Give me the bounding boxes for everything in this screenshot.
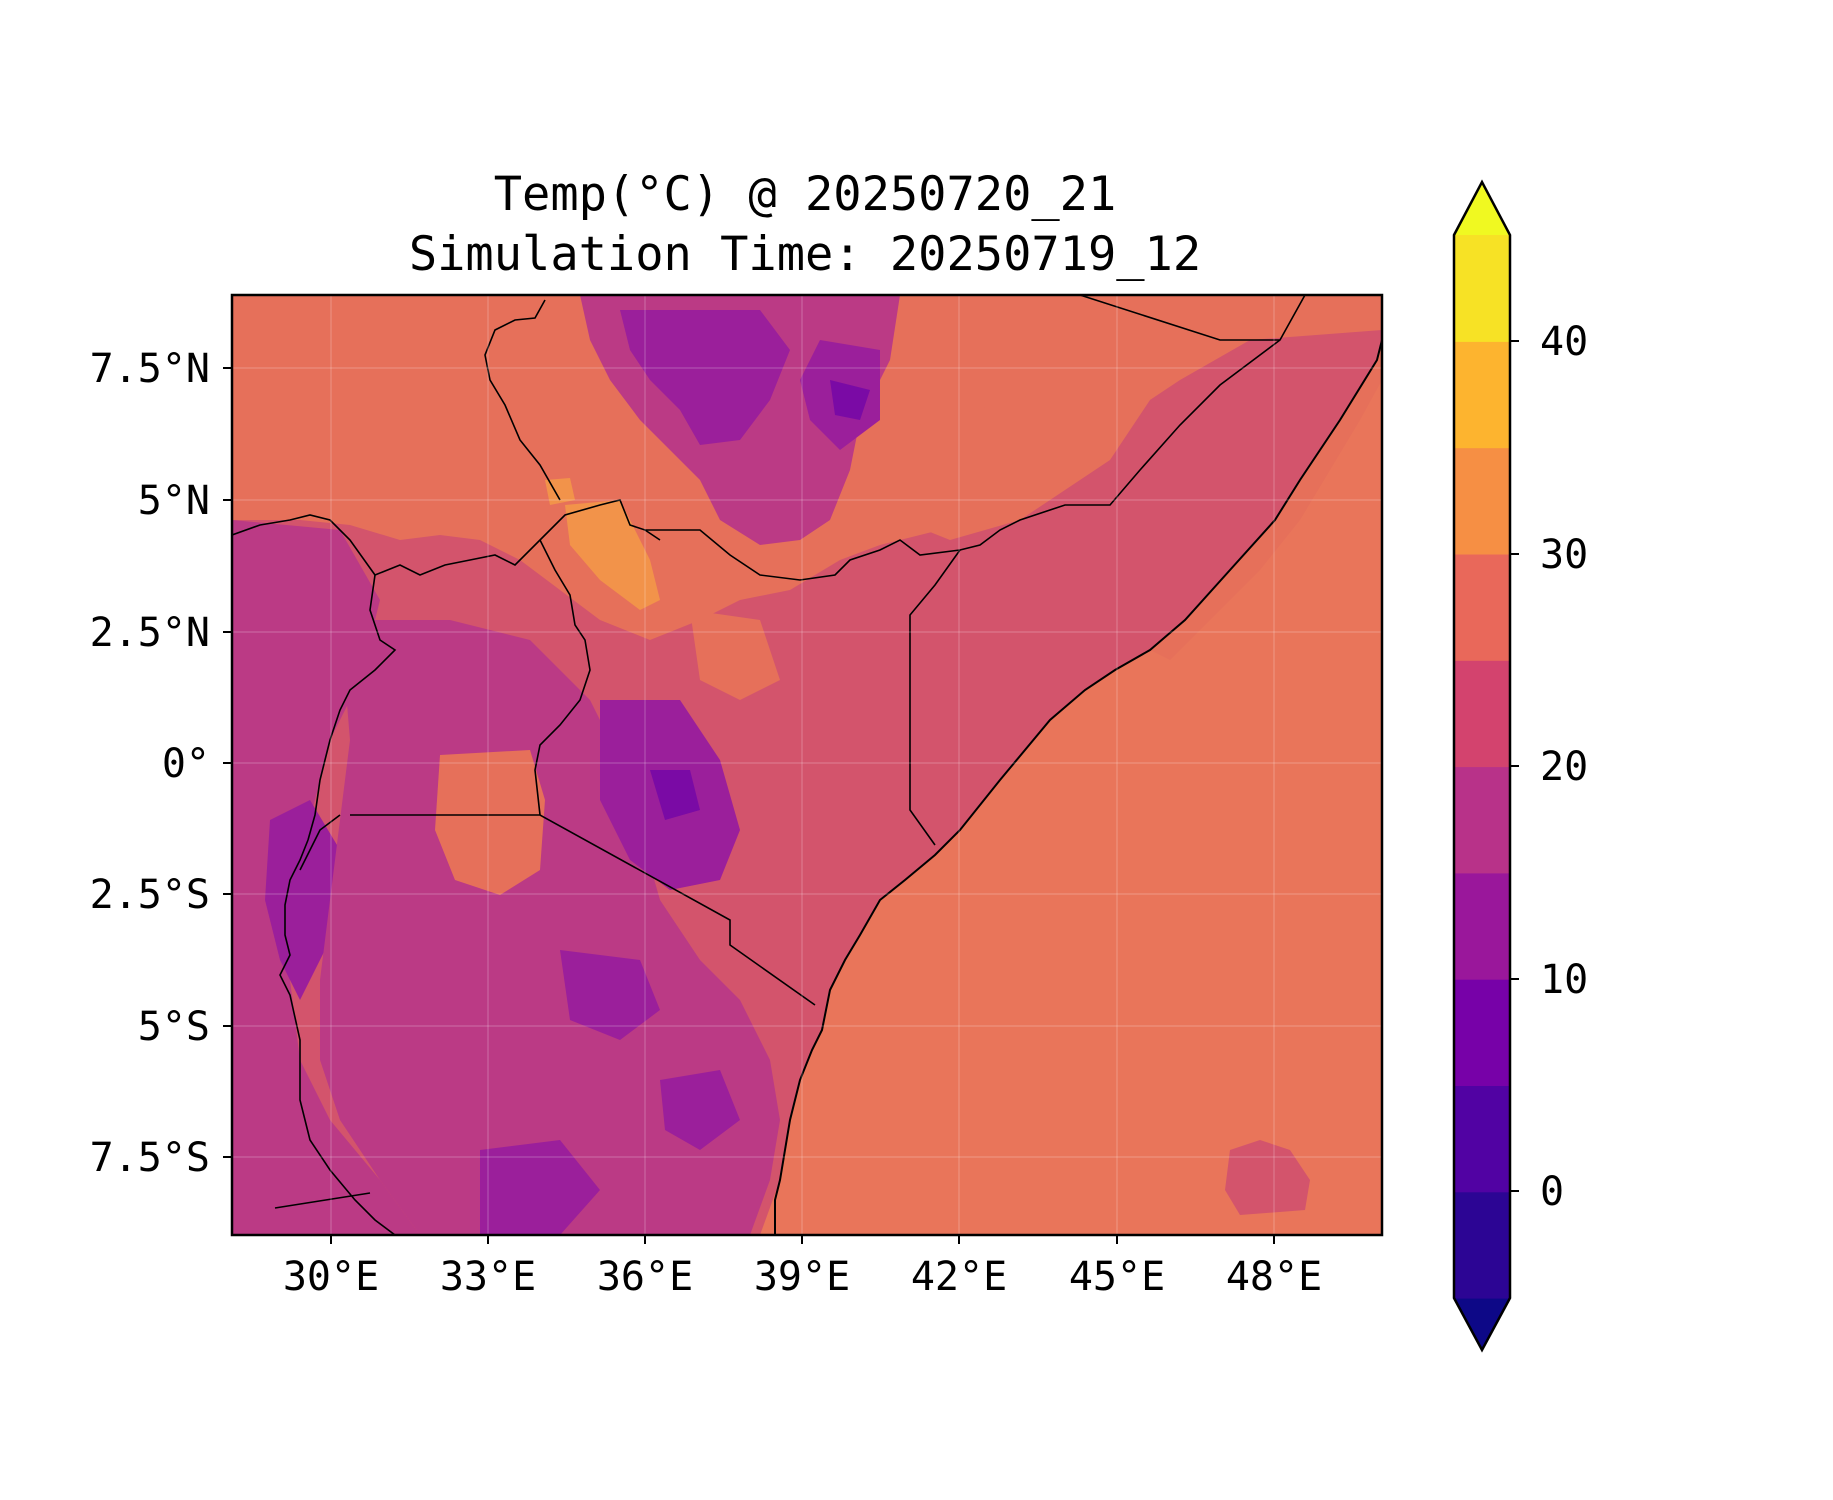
x-tick-label: 42°E [911, 1254, 1007, 1300]
colorbar-extend-low [1454, 1298, 1510, 1350]
land-cold-tz-2 [480, 1140, 600, 1235]
x-tick-label: 45°E [1069, 1254, 1165, 1300]
land-cold-tz-1 [560, 950, 660, 1040]
land-hot-turkana [565, 500, 660, 610]
colorbar-tick-label: 40 [1540, 319, 1588, 365]
title-line-1: Temp(°C) @ 20250720_21 [493, 167, 1117, 222]
x-tick-label: 30°E [283, 1254, 379, 1300]
x-tick-label: 36°E [597, 1254, 693, 1300]
title-line-2: Simulation Time: 20250719_12 [408, 227, 1202, 282]
y-axis: 7.5°N 5°N 2.5°N 0° 2.5°S 5°S 7.5°S [90, 346, 232, 1181]
colorbar-tick-label: 30 [1540, 532, 1588, 578]
land-cool-west [232, 520, 420, 1235]
land-warm-north-kenya [690, 610, 780, 700]
x-tick-label: 48°E [1226, 1254, 1322, 1300]
land-cold-west [265, 800, 340, 1000]
y-tick-label: 7.5°S [90, 1135, 210, 1181]
map-title: Temp(°C) @ 20250720_21 Simulation Time: … [230, 165, 1380, 285]
land-warm-sudan [250, 420, 360, 500]
colorbar-extend-high [1454, 182, 1510, 235]
ocean-cool-patch [1225, 1140, 1310, 1215]
map-frame [230, 293, 1384, 1237]
colorbar-segment [1454, 660, 1510, 768]
colorbar-segment [1454, 1085, 1510, 1193]
coastline [774, 339, 1382, 1235]
colorbar-segment [1454, 553, 1510, 661]
land-cold-tz-3 [660, 1070, 740, 1150]
y-tick-label: 0° [162, 741, 210, 787]
land-warm-ogaden [900, 390, 1150, 540]
colorbar-segment [1454, 872, 1510, 980]
land-coldest-kenya [650, 770, 700, 820]
colorbar-segment [1454, 979, 1510, 1086]
gridlines [232, 295, 1382, 1235]
lake-victoria [435, 750, 545, 895]
y-tick-label: 2.5°S [90, 872, 210, 918]
colorbar-segment [1454, 235, 1510, 342]
x-tick-label: 39°E [754, 1254, 850, 1300]
land-coldest-ethiopia [830, 380, 870, 420]
x-tick-label: 33°E [440, 1254, 536, 1300]
colorbar: 0 10 20 30 40 [1452, 179, 1588, 1353]
map-field [232, 295, 1382, 1235]
colorbar-segment [1454, 766, 1510, 874]
y-tick-label: 5°N [138, 478, 210, 524]
colorbar-tick-label: 20 [1540, 744, 1588, 790]
colorbar-segment [1454, 447, 1510, 555]
colorbar-tick-label: 10 [1540, 957, 1588, 1003]
y-tick-label: 5°S [138, 1004, 210, 1050]
colorbar-segments [1454, 182, 1510, 1350]
country-borders [232, 295, 1306, 1235]
land-cold-ethiopia [620, 310, 790, 445]
colorbar-segment [1454, 341, 1510, 449]
colorbar-outline [1452, 179, 1512, 1353]
y-tick-label: 7.5°N [90, 346, 210, 392]
land-hot-spot [545, 478, 575, 505]
y-tick-label: 2.5°N [90, 610, 210, 656]
colorbar-tick-label: 0 [1540, 1169, 1564, 1215]
colorbar-segment [1454, 1191, 1510, 1299]
x-axis: 30°E 33°E 36°E 39°E 42°E 45°E 48°E [283, 1235, 1322, 1300]
